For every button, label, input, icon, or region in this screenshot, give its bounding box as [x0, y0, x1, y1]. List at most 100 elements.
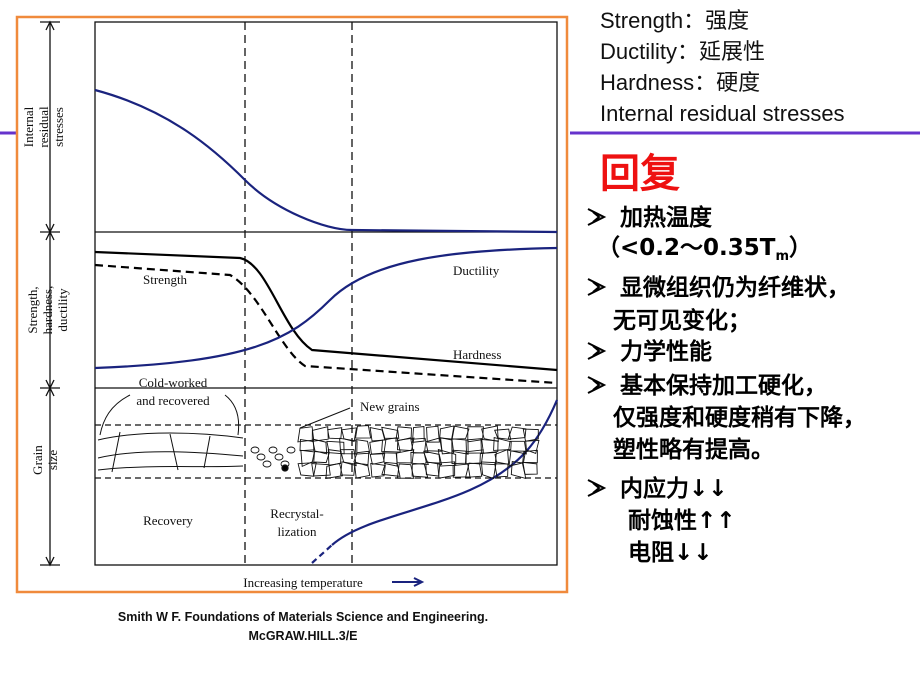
bullet-text: 内应力↓↓	[620, 475, 728, 502]
stress-curve	[94, 88, 558, 234]
bullet-marker	[587, 479, 607, 497]
panel-label: Grain	[30, 445, 45, 475]
plot-box	[94, 21, 558, 566]
grain-cell	[480, 461, 497, 479]
grain-cell	[451, 438, 469, 455]
grain-cell	[341, 427, 357, 443]
grain-cell	[494, 463, 509, 478]
grain-cell	[494, 448, 510, 465]
grain-nucleus	[274, 453, 284, 461]
grain-cell	[423, 450, 443, 466]
grain-cell	[369, 453, 386, 465]
bullet-text: 无可见变化；	[613, 307, 751, 334]
grain-cell	[354, 425, 372, 439]
grain-cell	[508, 440, 527, 455]
grain-cell	[440, 437, 455, 455]
stage-label: Recrystal-	[270, 506, 323, 521]
grain-cell	[525, 439, 540, 455]
left-axis-arrows	[45, 20, 55, 567]
glossary-item: Internal residual stresses	[600, 101, 845, 126]
annotation: and recovered	[136, 393, 210, 408]
grain-cell	[426, 425, 440, 443]
panel-label: Strength,	[25, 286, 40, 333]
bullet-note: （<0.2～0.35Tm）	[597, 234, 812, 264]
hardness-curve	[94, 250, 558, 372]
grain-cell	[522, 428, 539, 442]
grain-cell	[451, 425, 470, 440]
curve-label: Strength	[143, 272, 188, 287]
bullet-text: 塑性略有提高。	[613, 436, 774, 463]
grain-cell	[522, 449, 538, 464]
grain-cell	[340, 461, 356, 476]
panel-label: Internal	[21, 106, 36, 147]
grain-cell	[339, 449, 357, 467]
note-part: （<0.2～0.35T	[597, 234, 776, 261]
bullet-text: 显微组织仍为纤维状，	[620, 274, 850, 301]
strength-curve	[94, 263, 558, 385]
bullet-text: 力学性能	[620, 338, 712, 365]
figure-frame	[15, 15, 569, 594]
grain-cell	[311, 463, 331, 477]
grain-cell	[411, 426, 425, 443]
grain-cell	[396, 437, 415, 452]
curve-label: Ductility	[453, 263, 500, 278]
grain-cell	[451, 449, 467, 465]
grain-cell	[325, 462, 343, 479]
nucleus	[281, 464, 289, 472]
grain-cell	[510, 460, 527, 480]
grain-cell	[381, 426, 400, 439]
grain-cell	[464, 462, 483, 478]
bullet-marker	[587, 376, 607, 394]
grain-cell	[410, 451, 429, 466]
grain-cell	[300, 449, 315, 468]
grain-nucleus	[268, 446, 278, 454]
grain-cell	[494, 428, 512, 440]
annotation: New grains	[360, 399, 420, 414]
bullet-marker	[587, 208, 607, 226]
grain-curve-dashed	[311, 544, 333, 564]
panel-label: hardness,	[40, 286, 55, 335]
grain-cell	[493, 436, 512, 451]
grain-cell	[437, 461, 456, 479]
grain-cells	[250, 425, 540, 480]
grain-cell	[370, 462, 386, 478]
bullet-marker	[587, 278, 607, 296]
bullet-list: 加热温度 （<0.2～0.35Tm） 显微组织仍为纤维状， 无可见变化； 力学性能基本保…	[587, 204, 866, 566]
stage-label: Recovery	[143, 513, 193, 528]
grain-curve	[331, 399, 559, 546]
grain-cell	[381, 461, 401, 477]
x-axis-label: Increasing temperature	[243, 575, 363, 590]
grain-cell	[395, 426, 412, 442]
panel-label: residual	[36, 106, 51, 148]
panel-label: stresses	[51, 107, 66, 147]
grain-cell	[312, 438, 328, 455]
glossary-item: Strength：强度	[600, 8, 749, 33]
grain-nucleus	[262, 460, 272, 468]
grain-cell	[480, 438, 499, 454]
glossary-item: Ductility：延展性	[600, 39, 765, 64]
panel-label: size	[45, 450, 60, 470]
grain-cell	[381, 452, 398, 467]
bullet-text: 电阻↓↓	[628, 540, 713, 566]
stage-label: lization	[278, 524, 317, 539]
bullet-text: 耐蚀性↑↑	[628, 507, 736, 534]
note-part: ）	[789, 234, 812, 261]
grain-cell	[311, 426, 329, 442]
grain-cell	[327, 449, 342, 466]
grain-nucleus	[256, 453, 266, 461]
annotation: Cold-worked	[139, 375, 208, 390]
figure	[40, 20, 559, 587]
glossary-item: Hardness：硬度	[600, 70, 760, 95]
citation: Smith W F. Foundations of Materials Scie…	[118, 610, 488, 624]
grain-cell	[396, 463, 415, 479]
citation: McGRAW.HILL.3/E	[248, 629, 357, 643]
ductility-curve	[94, 246, 558, 370]
grain-nucleus	[250, 446, 260, 454]
grain-cell	[353, 462, 371, 479]
bullet-text: 基本保持加工硬化，	[620, 372, 827, 399]
bullet-marker	[587, 342, 607, 360]
panel-label: ductility	[55, 288, 70, 332]
grain-cell	[313, 451, 330, 464]
annotation-arrow	[299, 407, 351, 429]
